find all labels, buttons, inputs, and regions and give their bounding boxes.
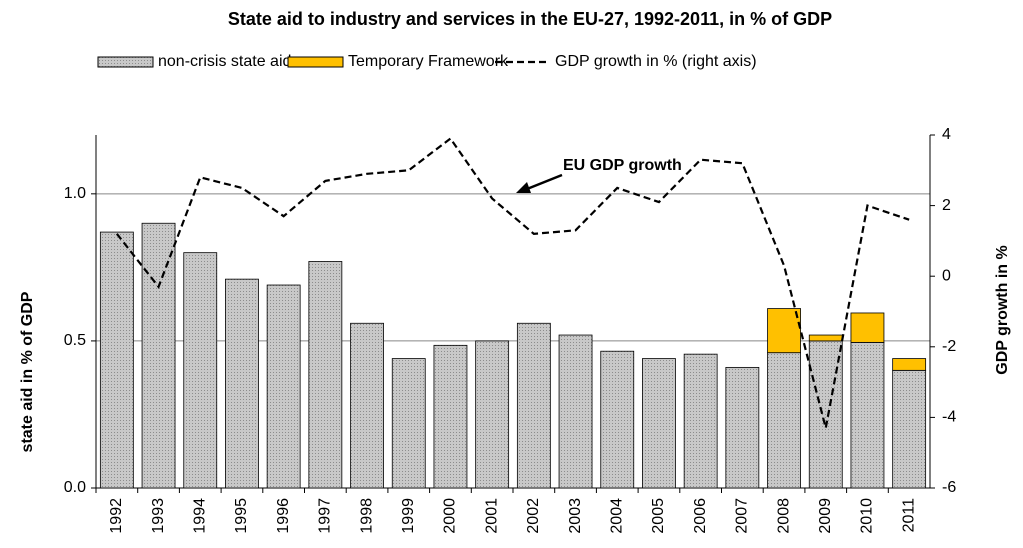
- x-tick-label: 2008: [775, 498, 792, 534]
- bar-segment: [266, 284, 301, 489]
- legend-label: Temporary Framework: [348, 53, 509, 70]
- bar-segment: [225, 278, 259, 489]
- x-tick-label: 1994: [191, 498, 208, 534]
- bar-segment: [391, 358, 426, 489]
- x-tick-label: 2003: [567, 498, 584, 534]
- x-tick-label: 2005: [650, 498, 667, 534]
- y2-tick-label: 0: [942, 267, 951, 284]
- bar-segment: [850, 312, 885, 343]
- x-tick-label: 2004: [608, 498, 625, 534]
- y-tick-label: 0.0: [64, 479, 86, 496]
- bar-segment: [350, 322, 384, 489]
- legend-label: non-crisis state aid: [158, 53, 291, 70]
- x-tick-label: 2001: [483, 498, 500, 534]
- x-tick-label: 1992: [108, 498, 125, 534]
- x-tick-label: 1993: [150, 498, 167, 534]
- y2-tick-label: -6: [942, 479, 956, 496]
- x-tick-label: 1995: [233, 498, 250, 534]
- gdp-line: [115, 136, 910, 429]
- y-tick-label: 1.0: [64, 185, 86, 202]
- x-tick-label: 2002: [525, 498, 542, 534]
- x-tick-label: 1997: [317, 498, 334, 534]
- bar-segment: [642, 358, 676, 489]
- bar-segment: [892, 358, 927, 371]
- bar-segment: [308, 261, 343, 489]
- bar-segment: [141, 222, 176, 489]
- bar-segment: [767, 352, 801, 489]
- x-tick-label: 2009: [817, 498, 834, 534]
- y2-tick-label: 4: [942, 126, 951, 143]
- bar-segment: [808, 334, 843, 342]
- legend-swatch: [97, 56, 154, 68]
- bar-segment: [600, 350, 635, 489]
- x-tick-label: 2011: [900, 498, 917, 533]
- annotation-arrow: [526, 173, 563, 191]
- x-tick-label: 2007: [734, 498, 751, 534]
- y2-tick-label: 2: [942, 197, 951, 214]
- legend-swatch: [287, 56, 344, 68]
- bar-segment: [808, 340, 843, 489]
- x-tick-label: 2010: [859, 498, 876, 534]
- bar-segment: [99, 231, 134, 489]
- bar-segment: [558, 334, 593, 489]
- y-tick-label: 0.5: [64, 332, 86, 349]
- bar-segment: [850, 341, 885, 489]
- annotation-arrowhead: [516, 182, 531, 193]
- y2-axis-label: GDP growth in %: [994, 245, 1011, 374]
- y-axis-label: state aid in % of GDP: [19, 291, 36, 452]
- x-tick-label: 2006: [692, 498, 709, 534]
- annotation: EU GDP growth: [563, 157, 682, 174]
- bar-segment: [516, 322, 551, 489]
- x-tick-label: 2000: [442, 498, 459, 534]
- bar-segment: [183, 252, 218, 489]
- y2-tick-label: -2: [942, 338, 956, 355]
- bar-segment: [683, 353, 718, 489]
- bar-segment: [725, 366, 760, 489]
- x-tick-label: 1998: [358, 498, 375, 534]
- bar-segment: [892, 369, 927, 489]
- legend-label: GDP growth in % (right axis): [555, 53, 757, 70]
- x-tick-label: 1996: [275, 498, 292, 534]
- bar-segment: [433, 344, 468, 489]
- bar-segment: [475, 340, 510, 489]
- chart-title: State aid to industry and services in th…: [228, 9, 832, 29]
- y2-tick-label: -4: [942, 409, 956, 426]
- x-tick-label: 1999: [400, 498, 417, 534]
- bar-segment: [767, 308, 801, 354]
